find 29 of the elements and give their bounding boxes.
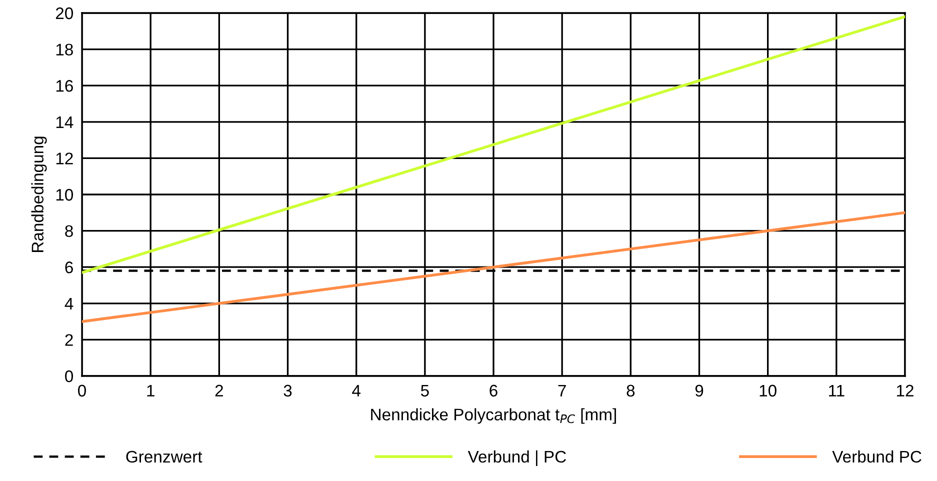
y-tick-label: 14	[56, 116, 74, 128]
y-tick-label: 18	[56, 44, 73, 56]
x-tick-label: 7	[558, 384, 566, 396]
legend-label: Verbund PC	[832, 450, 922, 463]
legend-label: Grenzwert	[126, 450, 202, 463]
y-tick-label: 6	[65, 262, 73, 274]
y-tick-label: 12	[56, 152, 73, 164]
y-tick-label: 10	[56, 188, 74, 201]
x-tick-label: 1	[147, 384, 154, 396]
y-tick-label: 16	[56, 80, 73, 92]
y-tick-label: 0	[65, 370, 74, 382]
x-axis-title: Nenndicke Polycarbonat t$_{PC}$ [mm]	[371, 408, 616, 424]
y-axis-title: Randbedingung	[31, 136, 47, 252]
x-tick-label: 3	[284, 384, 292, 397]
x-tick-label: 12	[897, 384, 914, 396]
x-tick-label: 11	[829, 384, 844, 396]
y-tick-label: 20	[56, 7, 74, 20]
y-tick-label: 4	[64, 298, 74, 310]
legend-label: Verbund | PC	[468, 450, 566, 466]
x-tick-label: 6	[490, 384, 498, 397]
x-tick-label: 4	[352, 384, 360, 396]
y-tick-label: 8	[65, 225, 73, 238]
x-tick-label: 9	[695, 384, 704, 397]
x-tick-label: 0	[78, 384, 86, 397]
x-tick-label: 8	[626, 384, 635, 397]
x-tick-label: 10	[760, 384, 776, 397]
x-tick-label: 2	[215, 384, 223, 396]
x-tick-label: 5	[420, 384, 429, 397]
y-tick-label: 2	[65, 334, 73, 346]
